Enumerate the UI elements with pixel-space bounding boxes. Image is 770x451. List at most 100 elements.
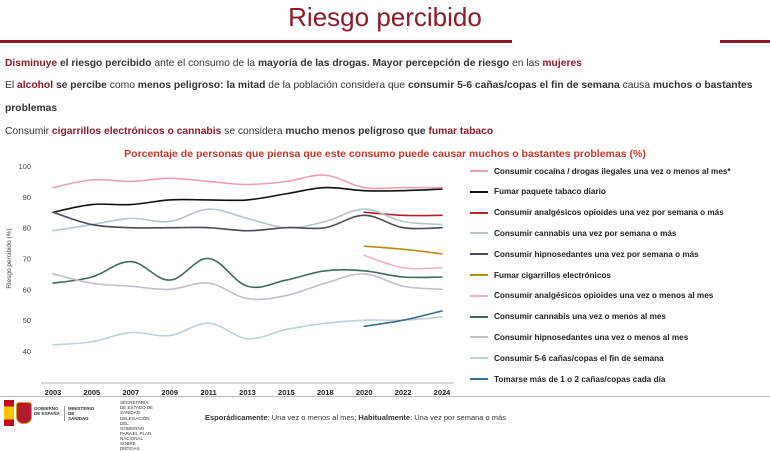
- intro-paragraph-1: Disminuye el riesgo percibido ante el co…: [5, 58, 582, 69]
- legend-label: Tomarse más de 1 o 2 cañas/copas cada dí…: [494, 374, 666, 384]
- y-tick-label: 50: [23, 316, 31, 325]
- intro-text-segment: de la población considera que: [265, 80, 408, 91]
- intro-text-segment: mujeres: [542, 58, 582, 69]
- y-axis-label: Riesgo percibido (%): [6, 228, 13, 288]
- legend-swatch: [470, 357, 488, 360]
- legend-label: Consumir cannabis una vez por semana o m…: [494, 228, 677, 238]
- page-title: Riesgo percibido: [288, 2, 482, 32]
- legend-swatch: [470, 274, 488, 276]
- x-tick-label: 2020: [356, 388, 373, 397]
- series-line-2: [363, 211, 443, 217]
- logo-delegacion-text: DELEGACIÓN DEL GOBIERNO PARA EL PLAN NAC…: [120, 416, 152, 451]
- intro-text-segment: fumar tabaco: [425, 126, 494, 137]
- intro-text-segment: se considera: [221, 126, 286, 137]
- legend-item: Consumir hipnosedantes una vez por seman…: [470, 247, 699, 261]
- x-tick-label: 2009: [161, 388, 178, 397]
- series-line-6: [363, 254, 443, 270]
- title-rule-left: [0, 40, 512, 43]
- intro-paragraph-2-continued: problemas: [5, 103, 57, 114]
- intro-paragraph-2: El alcohol se percibe como menos peligro…: [5, 80, 752, 91]
- x-tick-label: 2005: [84, 388, 101, 397]
- y-tick-label: 40: [23, 347, 31, 356]
- intro-text-segment: problemas: [5, 103, 58, 114]
- legend-item: Tomarse más de 1 o 2 cañas/copas cada dí…: [470, 372, 665, 386]
- x-tick-label: 2013: [239, 388, 256, 397]
- y-tick-label: 70: [23, 255, 31, 264]
- series-line-10: [363, 310, 443, 328]
- logo-secretaria-text: SECRETARÍA DE ESTADO DE SANIDAD: [120, 400, 154, 415]
- series-line-0: [52, 174, 443, 190]
- intro-paragraph-3: Consumir cigarrillos electrónicos o cann…: [5, 126, 493, 137]
- note-b-text: : Una vez por semana o más: [410, 413, 506, 422]
- legend-label: Consumir 5-6 cañas/copas el fin de seman…: [494, 353, 664, 363]
- intro-text-segment: alcohol: [17, 80, 54, 91]
- legend-item: Consumir analgésicos opioides una vez po…: [470, 206, 724, 220]
- series-line-5: [363, 245, 443, 255]
- legend-item: Consumir analgésicos opioides una vez o …: [470, 289, 713, 303]
- x-tick-label: 2011: [200, 388, 216, 397]
- x-tick-label: 2003: [45, 388, 62, 397]
- chart-title: Porcentaje de personas que piensa que es…: [124, 148, 646, 160]
- intro-text-segment: Consumir: [5, 126, 52, 137]
- logo-ministerio-text: MINISTERIO DE SANIDAD: [64, 406, 94, 421]
- note-a-text: : Una vez o menos al mes;: [267, 413, 359, 422]
- legend-label: Fumar cigarrillos electrónicos: [494, 270, 611, 280]
- y-tick-label: 90: [23, 193, 31, 202]
- series-line-9: [52, 316, 443, 346]
- line-chart: 40 50 60 70 80 90 100 Riesgo percibido (%) 2003 2…: [6, 162, 454, 397]
- intro-text-segment: como: [106, 80, 138, 91]
- intro-text-segment: muchos o bastantes: [652, 80, 753, 91]
- legend-swatch: [470, 294, 488, 297]
- intro-text-segment: Mayor percepción de riesgo: [369, 58, 510, 69]
- legend-item: Consumir cannabis una vez por semana o m…: [470, 226, 676, 240]
- coat-of-arms-icon: [16, 402, 32, 424]
- legend-swatch: [470, 378, 488, 380]
- legend-item: Consumir hipnosedantes una vez o menos a…: [470, 330, 688, 344]
- intro-text-segment: en las: [509, 58, 543, 69]
- legend-swatch: [470, 253, 488, 256]
- footer-note: Esporádicamente: Una vez o menos al mes;…: [205, 413, 506, 422]
- legend-item: Consumir 5-6 cañas/copas el fin de seman…: [470, 351, 664, 365]
- legend-label: Consumir hipnosedantes una vez por seman…: [494, 249, 699, 259]
- intro-text-segment: cigarrillos electrónicos o cannabis: [51, 126, 222, 137]
- legend-label: Consumir hipnosedantes una vez o menos a…: [494, 332, 689, 342]
- legend-item: Consumir cannabis una vez o menos al mes: [470, 310, 666, 324]
- legend-label: Consumir cannabis una vez o menos al mes: [494, 312, 666, 322]
- y-tick-label: 60: [23, 285, 31, 294]
- x-tick-label: 2007: [122, 388, 139, 397]
- intro-text-segment: el riesgo percibido: [57, 58, 152, 69]
- intro-text-segment: causa: [619, 80, 653, 91]
- legend-swatch: [470, 232, 488, 235]
- footer-divider: [0, 396, 770, 397]
- intro-text-segment: ante el consumo de la: [151, 58, 258, 69]
- legend-swatch: [470, 336, 488, 339]
- legend-swatch: [470, 190, 488, 193]
- legend-item: Fumar paquete tabaco diario: [470, 185, 606, 199]
- legend-swatch: [470, 211, 488, 214]
- legend-label: Consumir analgésicos opioides una vez po…: [494, 208, 724, 218]
- title-rule-right: [720, 40, 770, 43]
- intro-text-segment: El: [5, 80, 18, 91]
- x-tick-label: 2024: [434, 388, 452, 397]
- series-line-8: [52, 273, 443, 301]
- intro-text-segment: menos peligroso:: [137, 80, 224, 91]
- legend-item: Consumir cocaína / drogas ilegales una v…: [470, 164, 731, 178]
- intro-text-segment: se percibe: [53, 80, 107, 91]
- intro-text-segment: la mitad: [223, 80, 266, 91]
- series-line-1: [52, 186, 443, 214]
- legend-swatch: [470, 315, 488, 318]
- legend-item: Fumar cigarrillos electrónicos: [470, 268, 611, 282]
- x-tick-label: 2015: [278, 388, 295, 397]
- y-tick-label: 80: [23, 224, 31, 233]
- intro-text-segment: mayoría de las drogas.: [257, 58, 370, 69]
- series-line-4: [52, 211, 443, 232]
- legend-label: Consumir cocaína / drogas ilegales una v…: [494, 166, 731, 176]
- x-tick-label: 2018: [317, 388, 334, 397]
- note-b-label: Habitualmente: [358, 413, 411, 422]
- intro-text-segment: Disminuye: [5, 58, 58, 69]
- intro-text-segment: mucho menos peligroso que: [285, 126, 426, 137]
- x-tick-label: 2022: [395, 388, 412, 397]
- y-tick-label: 100: [18, 162, 31, 171]
- government-logo: GOBIERNO DE ESPAÑA MINISTERIO DE SANIDAD…: [4, 398, 154, 451]
- logo-gobierno-text: GOBIERNO DE ESPAÑA: [34, 406, 60, 416]
